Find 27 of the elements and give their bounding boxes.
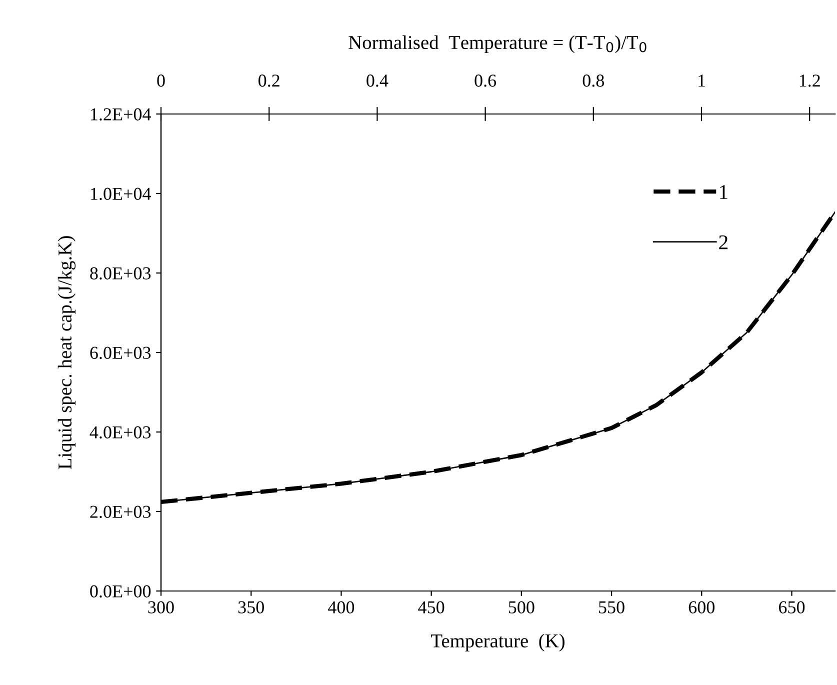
legend-label: 1	[720, 185, 728, 199]
x-tick-label: 350	[238, 601, 264, 614]
y-axis-title: Liquid spec. heat cap.(J/kg.K)	[58, 236, 76, 470]
y-tick-label: 8.0E+03	[90, 267, 151, 280]
x-tick-label: 500	[508, 601, 534, 614]
x-tick-label: 450	[418, 601, 444, 614]
x2-tick-label: 0	[157, 74, 165, 87]
x2-tick-label: 0.2	[258, 74, 280, 87]
x-tick-label: 400	[328, 601, 354, 614]
y-tick-label: 6.0E+03	[90, 346, 151, 360]
legend-label: 2	[719, 235, 728, 250]
y-tick-label: 0.0E+00	[90, 585, 151, 598]
x2-tick-label: 0.4	[366, 74, 388, 87]
x-tick-label: 300	[148, 601, 174, 614]
x2-tick-label: 1	[698, 74, 705, 87]
y-tick-label: 1.0E+04	[91, 188, 151, 200]
x-tick-label: 650	[778, 601, 805, 614]
x2-tick-label: 0.6	[474, 74, 496, 87]
x-axis-title: Temperature (K)	[431, 634, 564, 652]
x2-axis-title: Normalised Temperature = (T-T$_{0}$)/T$_{0}$	[348, 35, 646, 54]
x2-tick-label: 1.2	[800, 74, 820, 87]
y-tick-label: 2.0E+03	[90, 506, 151, 518]
x-tick-label: 550	[599, 601, 624, 614]
x2-tick-label: 0.8	[582, 74, 604, 87]
y-tick-label: 1.2E+04	[91, 108, 151, 121]
y-tick-label: 4.0E+03	[90, 426, 151, 439]
x-tick-label: 600	[688, 601, 714, 614]
